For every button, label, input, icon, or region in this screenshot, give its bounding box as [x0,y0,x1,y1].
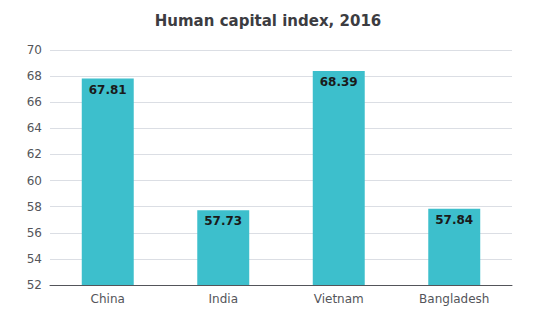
svg-text:57.84: 57.84 [435,213,473,227]
svg-text:52: 52 [27,278,42,292]
svg-text:58: 58 [27,200,42,214]
svg-text:Human capital index, 2016: Human capital index, 2016 [155,12,382,30]
svg-text:54: 54 [27,252,42,266]
svg-text:Vietnam: Vietnam [314,292,364,306]
svg-text:60: 60 [27,174,42,188]
svg-text:68: 68 [27,69,42,83]
svg-text:Bangladesh: Bangladesh [419,292,489,306]
svg-text:64: 64 [27,121,42,135]
svg-text:67.81: 67.81 [89,83,127,97]
svg-text:62: 62 [27,147,42,161]
svg-text:57.73: 57.73 [204,214,242,228]
svg-text:68.39: 68.39 [320,75,358,89]
svg-text:India: India [209,292,238,306]
svg-text:56: 56 [27,226,42,240]
svg-text:70: 70 [27,43,42,57]
svg-text:66: 66 [27,95,42,109]
svg-text:China: China [91,292,125,306]
